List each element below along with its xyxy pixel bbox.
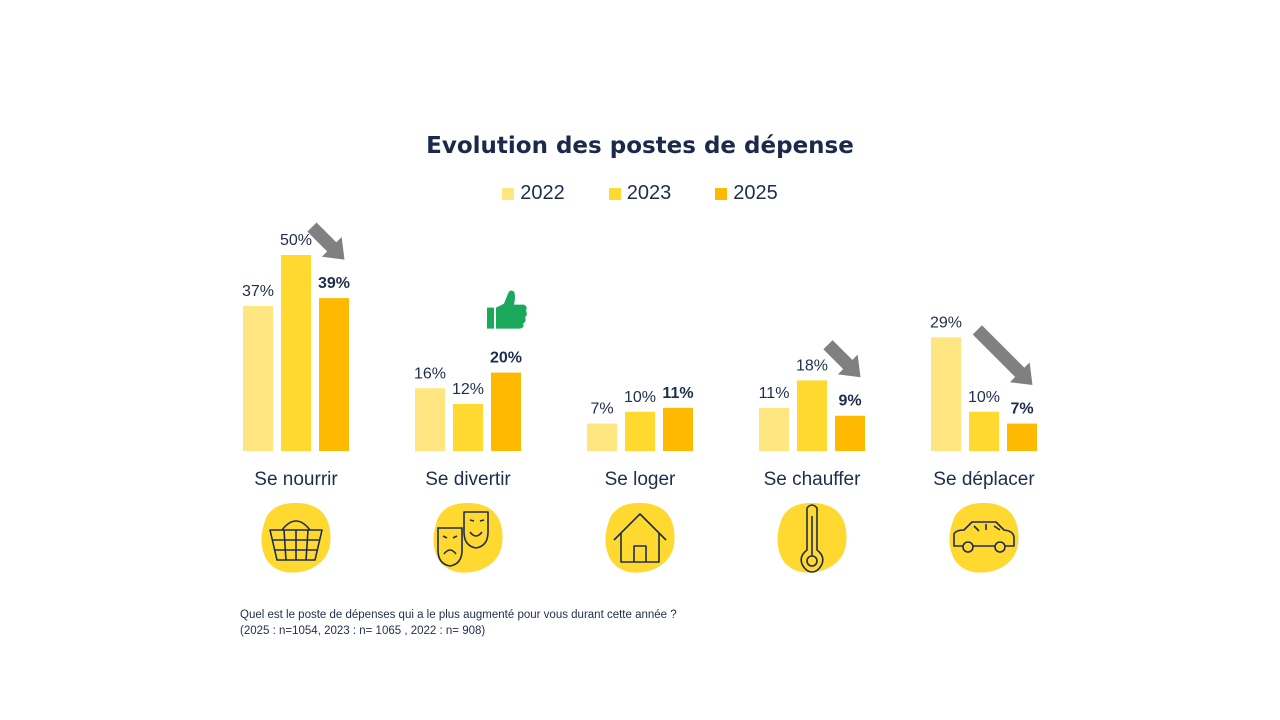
data-label-se-chauffer-2023: 18%: [796, 357, 828, 374]
basket-weave: [272, 529, 320, 561]
data-label-se-divertir-2022: 16%: [414, 365, 446, 382]
happy-mask: [463, 511, 489, 549]
legend-label-2023: 2023: [626, 182, 672, 204]
trend-down-arrow-icon: [972, 325, 1033, 386]
arrow-shaft: [823, 340, 854, 371]
arrow-head: [837, 354, 861, 378]
bar-se-nourrir-2025: [319, 298, 349, 451]
data-label-se-chauffer-2025: 9%: [838, 393, 861, 410]
thermometer-icon: [777, 502, 847, 573]
basket-handle: [281, 520, 311, 531]
thumb-cuff: [487, 307, 494, 329]
footnote-sample: (2025 : n=1054, 2023 : n= 1065 , 2022 : …: [240, 625, 486, 637]
category-label-se-deplacer: Se déplacer: [933, 469, 1035, 490]
bar-se-deplacer-2023: [969, 411, 999, 451]
data-label-se-divertir-2025: 20%: [490, 350, 522, 367]
data-label-se-loger-2023: 10%: [624, 389, 656, 406]
icon-blob: [605, 502, 675, 573]
data-label-se-deplacer-2023: 10%: [968, 389, 1000, 406]
bar-se-chauffer-2025: [835, 415, 865, 451]
data-label-se-divertir-2023: 12%: [452, 381, 484, 398]
bar-se-nourrir-2023: [281, 255, 311, 451]
bar-group-se-nourrir: 37% 50% 39%: [242, 232, 350, 451]
legend-label-2025: 2025: [733, 182, 778, 204]
legend-swatch-2022: [502, 187, 515, 200]
category-label-se-divertir: Se divertir: [425, 469, 511, 490]
happy-face: [469, 519, 485, 537]
car-windows: [973, 524, 1001, 532]
house-roof: [613, 513, 667, 541]
sad-mask: [437, 527, 463, 567]
data-label-se-deplacer-2025: 7%: [1010, 401, 1033, 418]
data-label-se-nourrir-2022: 37%: [242, 283, 274, 300]
arrow-head: [321, 236, 345, 260]
bar-se-deplacer-2025: [1007, 423, 1037, 451]
basket-icon: [261, 502, 331, 573]
trend-down-arrow-icon: [823, 340, 861, 378]
house-door: [633, 545, 647, 562]
bar-se-loger-2022: [587, 423, 617, 451]
legend-label-2022: 2022: [520, 182, 565, 204]
legend-swatch-2023: [608, 187, 621, 200]
footnote-question: Quel est le poste de dépenses qui a le p…: [240, 609, 677, 621]
thumb-hand: [496, 290, 527, 329]
thermo-body: [800, 504, 824, 573]
data-label-se-loger-2022: 7%: [590, 401, 613, 418]
bar-se-deplacer-2022: [931, 337, 961, 451]
bar-se-divertir-2022: [415, 388, 445, 451]
theater-masks-icon: [433, 502, 503, 573]
arrow-head: [1009, 362, 1033, 386]
sad-face: [442, 535, 458, 555]
legend-swatch-2025: [715, 187, 728, 200]
legend-item-2025: 2025: [715, 182, 778, 205]
bar-group-se-loger: 7% 10% 11%: [587, 385, 694, 451]
arrow-shaft: [972, 325, 1026, 379]
legend-item-2023: 2023: [608, 182, 672, 205]
bar-group-se-deplacer: 29% 10% 7%: [930, 314, 1037, 451]
bar-group-se-divertir: 16% 12% 20%: [414, 350, 522, 451]
data-label-se-loger-2025: 11%: [662, 385, 693, 402]
data-label-se-deplacer-2022: 29%: [930, 314, 962, 331]
car-wheel-rear: [994, 541, 1006, 553]
category-label-se-nourrir: Se nourrir: [254, 469, 338, 490]
chart-legend: 2022 2023 2025: [0, 182, 1280, 205]
bar-se-chauffer-2022: [759, 407, 789, 451]
category-label-se-chauffer: Se chauffer: [764, 469, 862, 490]
car-icon: [949, 502, 1019, 573]
category-label-se-loger: Se loger: [605, 469, 676, 490]
icon-blob: [949, 502, 1019, 573]
legend-item-2022: 2022: [502, 182, 565, 205]
bar-se-chauffer-2023: [797, 380, 827, 451]
data-label-se-nourrir-2023: 50%: [280, 232, 312, 249]
data-label-se-nourrir-2025: 39%: [318, 275, 350, 292]
trend-down-arrow-icon: [307, 222, 345, 260]
bar-group-se-chauffer: 11% 18% 9%: [759, 357, 865, 451]
car-wheel-front: [962, 541, 974, 553]
chart-title: Evolution des postes de dépense: [426, 133, 854, 159]
thumbs-up-icon: [487, 290, 527, 329]
bar-se-loger-2025: [663, 407, 693, 451]
bar-se-nourrir-2022: [243, 305, 273, 451]
house-walls: [620, 533, 660, 563]
data-label-se-chauffer-2022: 11%: [759, 385, 790, 402]
house-icon: [605, 502, 675, 573]
car-body: [953, 521, 1015, 547]
bar-se-divertir-2025: [491, 372, 521, 451]
bar-se-loger-2023: [625, 411, 655, 451]
bar-se-divertir-2023: [453, 403, 483, 451]
footnote: Quel est le poste de dépenses qui a le p…: [240, 607, 677, 639]
arrow-shaft: [307, 222, 338, 253]
